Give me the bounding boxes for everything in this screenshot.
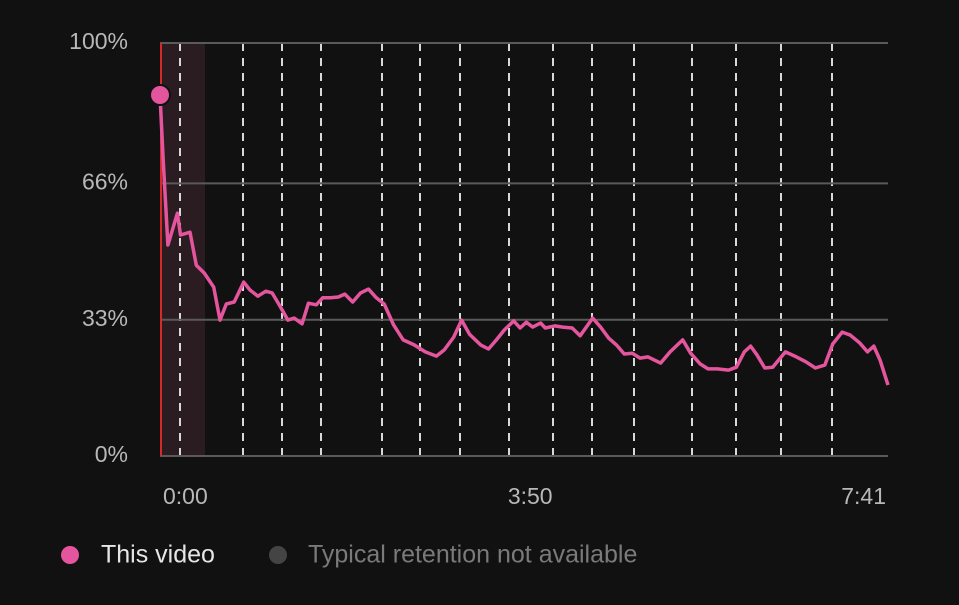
- current-position-shade: [160, 43, 205, 456]
- plot: [149, 84, 890, 386]
- series-line: [158, 94, 890, 386]
- start-point: [149, 84, 171, 107]
- legend-marker: [269, 546, 287, 564]
- y-tick-label: 66%: [82, 168, 128, 194]
- x-tick-label: 0:00: [163, 483, 208, 509]
- y-tick-label: 0%: [95, 441, 128, 467]
- legend-label: This video: [101, 541, 215, 569]
- grid: [160, 42, 888, 457]
- y-tick-label: 100%: [69, 28, 128, 54]
- legend-label: Typical retention not available: [308, 541, 637, 569]
- y-tick-label: 33%: [82, 305, 128, 331]
- x-tick-label: 3:50: [508, 483, 553, 509]
- legend-marker: [61, 546, 79, 564]
- x-tick-label: 7:41: [841, 483, 886, 509]
